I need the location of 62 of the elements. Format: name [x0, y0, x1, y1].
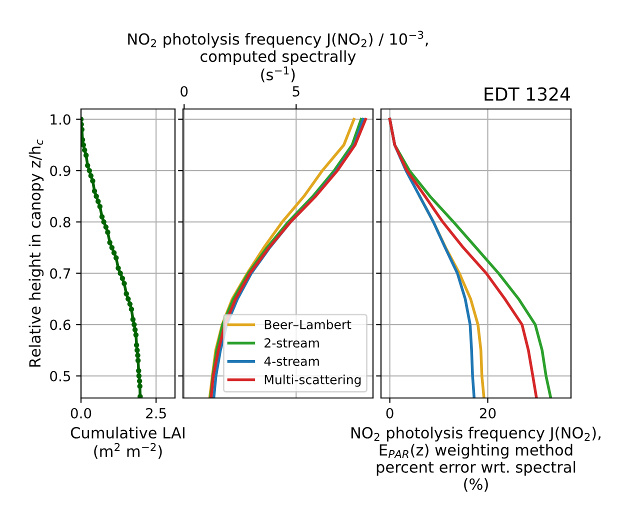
point — [116, 265, 121, 271]
legend-label: Multi-scattering — [264, 374, 361, 387]
point — [138, 394, 143, 398]
point — [107, 240, 112, 246]
y-tick-label: 1.0 — [50, 114, 70, 125]
point — [84, 162, 90, 168]
point — [124, 291, 129, 296]
point — [111, 250, 117, 256]
legend-label: 2-stream — [264, 338, 319, 348]
x-tick-label: 0 — [386, 408, 394, 418]
y-axis-title: Relative height in canopy z/h$_{c}$ — [28, 140, 44, 367]
point — [127, 301, 133, 307]
point — [103, 224, 109, 230]
point — [137, 384, 142, 389]
point — [82, 147, 88, 153]
point — [135, 358, 141, 364]
chart-title: EDT 1324 — [484, 87, 570, 101]
x-tick-label: 0 — [180, 86, 188, 97]
point — [130, 316, 136, 322]
x-tick-label: 5 — [292, 86, 300, 97]
point — [86, 168, 92, 174]
legend-label: Beer–Lambert — [264, 320, 352, 330]
point — [88, 173, 94, 178]
y-tick-label: 0.5 — [50, 370, 70, 382]
point — [133, 332, 139, 338]
x-tick-label: 0.0 — [70, 408, 92, 418]
point — [134, 342, 140, 348]
point — [136, 368, 142, 374]
text: NO$_{2}$ photolysis frequency J(NO$_{2}$) / 10$^{−3}$, computed spectrally (s$^{−1}$) — [128, 30, 428, 82]
y-tick-label: 0.9 — [50, 166, 70, 176]
point — [134, 348, 140, 353]
point — [94, 194, 99, 199]
x-axis-title: Cumulative LAI (m$^{2}$ m$^{−2}$) — [70, 426, 184, 459]
x-tick-label: 2.5 — [146, 408, 166, 418]
point — [128, 306, 134, 312]
legend-label: 4-stream — [264, 356, 319, 366]
point — [132, 327, 138, 332]
point — [99, 214, 105, 220]
x-tick-label: 20 — [480, 408, 496, 418]
point — [81, 137, 86, 142]
point — [126, 296, 131, 302]
point — [120, 276, 126, 282]
point — [95, 198, 101, 204]
point — [132, 322, 137, 328]
y-tick-label: 0.6 — [50, 320, 70, 330]
y-tick-label: 0.7 — [50, 268, 70, 279]
point — [135, 352, 140, 358]
point — [92, 188, 98, 194]
text: NO$_{2}$ photolysis frequency J(NO$_{2}$), E$_{PAR}$(z) weighting method percent error wrt. spectral (%) — [351, 426, 600, 492]
point — [122, 280, 127, 286]
point — [136, 373, 142, 379]
point — [105, 230, 110, 235]
point — [97, 204, 103, 210]
point — [83, 152, 89, 158]
point — [109, 244, 115, 250]
point — [90, 178, 96, 184]
point — [136, 378, 142, 384]
point — [114, 255, 119, 261]
point — [118, 270, 123, 276]
point — [81, 142, 86, 148]
point — [101, 219, 106, 225]
y-tick-label: 0.8 — [50, 216, 70, 228]
